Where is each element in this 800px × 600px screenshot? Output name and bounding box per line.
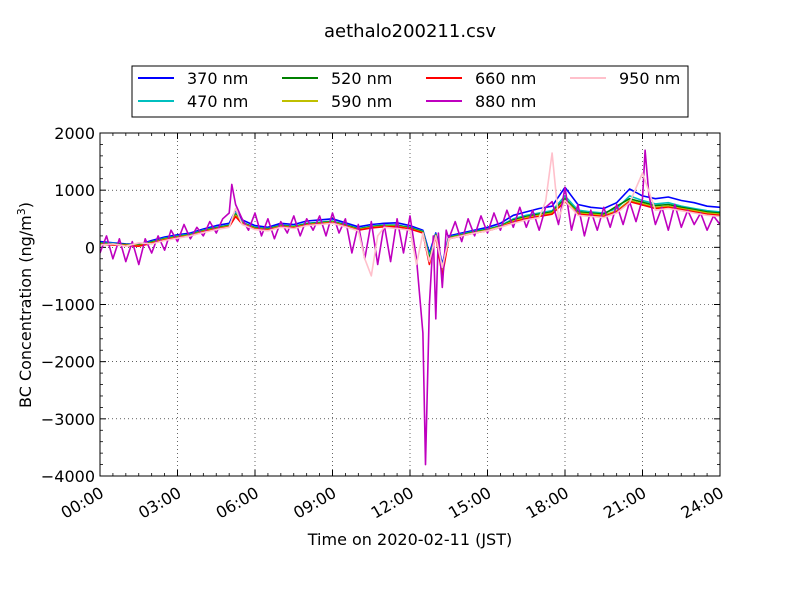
y-axis-label-sup: 3: [15, 208, 28, 215]
legend-label: 880 nm: [475, 92, 536, 111]
y-tick-label: 1000: [54, 181, 95, 200]
legend-label: 470 nm: [187, 92, 248, 111]
grid-layer: [100, 133, 720, 476]
legend-label: 950 nm: [619, 69, 680, 88]
y-tick-label: 0: [85, 238, 95, 257]
series-line-950-nm: [100, 152, 720, 277]
legend: 370 nm 470 nm 520 nm 590 nm 660 nm 880 nm 950 …: [131, 65, 689, 118]
legend-frame: [131, 65, 689, 118]
series-line-880-nm: [100, 149, 720, 466]
y-tick-labels: 2000 1000 0 −1000 −2000 −3000 −4000: [41, 124, 95, 486]
series-line-370-nm: [100, 186, 720, 266]
legend-label: 520 nm: [331, 69, 392, 88]
y-axis-label-tail: ): [16, 202, 35, 208]
legend-label: 370 nm: [187, 69, 248, 88]
plot-frame: [99, 132, 721, 477]
y-axis-label-main: BC Concentration (ng/m: [16, 215, 35, 408]
y-tick-label: −3000: [41, 410, 95, 429]
y-tick-label: −1000: [41, 296, 95, 315]
chart-title: aethalo200211.csv: [324, 21, 496, 42]
y-tick-label: −2000: [41, 353, 95, 372]
y-axis-label: BC Concentration (ng/m3): [15, 202, 35, 408]
y-tick-label: −4000: [41, 467, 95, 486]
series-layer: [100, 149, 720, 466]
y-tick-label: 2000: [54, 124, 95, 143]
legend-label: 590 nm: [331, 92, 392, 111]
x-axis-label: Time on 2020-02-11 (JST): [307, 530, 512, 549]
legend-label: 660 nm: [475, 69, 536, 88]
